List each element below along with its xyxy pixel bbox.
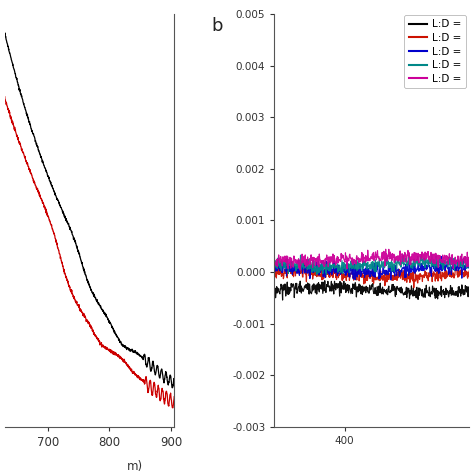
Legend: L:D =, L:D =, L:D =, L:D =, L:D =: L:D =, L:D =, L:D =, L:D =, L:D = xyxy=(404,15,466,88)
Text: b: b xyxy=(211,17,222,35)
Y-axis label: g-factor: g-factor xyxy=(473,194,474,246)
Text: m): m) xyxy=(127,460,143,473)
